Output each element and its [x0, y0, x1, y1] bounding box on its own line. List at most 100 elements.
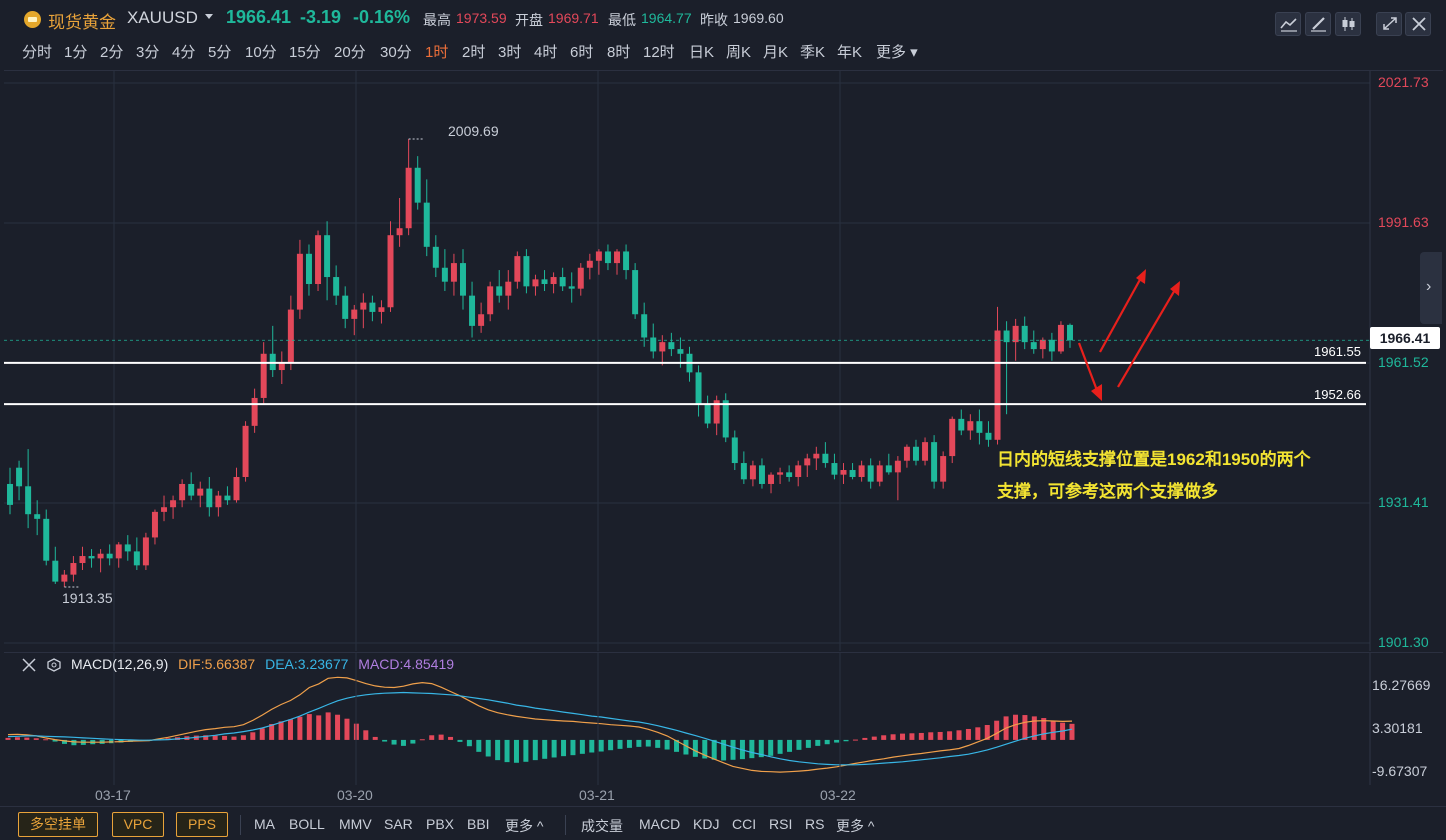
period-3[interactable]: 3分: [136, 44, 160, 61]
macd-bar: [843, 739, 849, 742]
indicator-bbi[interactable]: BBI: [467, 816, 490, 832]
macd-bar: [815, 739, 821, 746]
period-15[interactable]: 8时: [607, 44, 631, 61]
candle: [106, 544, 113, 566]
candle: [894, 456, 901, 501]
indicator-boll[interactable]: BOLL: [289, 816, 325, 832]
macd-bar: [1031, 716, 1037, 740]
candle: [450, 253, 457, 296]
candle-style-button[interactable]: [1335, 12, 1361, 36]
candle-body: [469, 295, 476, 326]
quote-header: 现货黄金 XAUUSD 1966.41 -3.19 -0.16% 最高 1973…: [0, 0, 1446, 38]
long-short-orders-button[interactable]: 多空挂单: [18, 812, 98, 837]
sub-indicator-3[interactable]: CCI: [732, 816, 757, 832]
candle: [52, 546, 59, 584]
macd-bar: [655, 739, 661, 748]
close-indicator-icon[interactable]: [22, 658, 36, 672]
settings-hexagon-icon[interactable]: [47, 658, 61, 672]
candle: [206, 476, 213, 517]
candle: [188, 472, 195, 501]
candle-body: [88, 556, 95, 559]
line-chart-button[interactable]: [1275, 12, 1301, 36]
indicator-ma[interactable]: MA: [254, 816, 275, 832]
macd-dif-value: DIF:5.66387: [178, 656, 256, 672]
sub-indicator-2[interactable]: KDJ: [693, 816, 720, 832]
sub-indicator-4[interactable]: RSI: [769, 816, 793, 832]
period-20[interactable]: 季K: [800, 44, 826, 61]
symbol-dropdown-icon[interactable]: [205, 14, 213, 19]
macd-bar: [589, 739, 595, 753]
pps-button[interactable]: PPS: [176, 812, 228, 837]
side-panel-toggle[interactable]: ›: [1420, 252, 1442, 324]
macd-bar: [937, 731, 943, 740]
macd-bar: [240, 735, 246, 740]
more-sub-indicators[interactable]: 更多 ^: [836, 818, 875, 834]
candle: [695, 365, 702, 417]
candle-body: [151, 511, 158, 538]
line-chart-icon: [1280, 18, 1297, 32]
sub-indicator-5[interactable]: RS: [805, 816, 825, 832]
period-8[interactable]: 20分: [334, 44, 366, 61]
period-21[interactable]: 年K: [837, 44, 863, 61]
indicator-sar[interactable]: SAR: [384, 816, 413, 832]
candle: [151, 509, 158, 545]
period-14[interactable]: 6时: [570, 44, 594, 61]
candle: [224, 486, 231, 505]
vpc-button[interactable]: VPC: [112, 812, 164, 837]
macd-bar: [645, 739, 651, 747]
candle: [1030, 330, 1037, 354]
period-13[interactable]: 4时: [534, 44, 558, 61]
period-5[interactable]: 5分: [208, 44, 232, 61]
candle-body: [305, 253, 312, 285]
macd-axis-label: 16.27669: [1372, 676, 1431, 693]
candle-body: [604, 251, 611, 264]
period-10[interactable]: 1时: [425, 44, 449, 61]
period-1[interactable]: 1分: [64, 44, 88, 61]
period-19[interactable]: 月K: [763, 44, 789, 61]
candle: [460, 249, 466, 310]
period-11[interactable]: 2时: [462, 44, 486, 61]
candle: [740, 451, 747, 484]
analysis-annotation: 日内的短线支撑位置是1962和1950的两个 支撑，可参考这两个支撑做多: [997, 444, 1377, 508]
macd-bar: [335, 714, 341, 740]
candle: [269, 325, 276, 378]
period-18[interactable]: 周K: [726, 44, 752, 61]
indicator-mmv[interactable]: MMV: [339, 816, 372, 832]
candle-body: [61, 574, 68, 582]
period-12[interactable]: 3时: [498, 44, 522, 61]
symbol-code[interactable]: XAUUSD: [127, 8, 198, 27]
gold-symbol-icon: [24, 11, 41, 28]
fullscreen-button[interactable]: [1376, 12, 1402, 36]
macd-bar: [598, 739, 604, 752]
indicator-pbx[interactable]: PBX: [426, 816, 455, 832]
close-button[interactable]: [1405, 12, 1431, 36]
period-9[interactable]: 30分: [380, 44, 412, 61]
candle: [876, 460, 883, 487]
more-main-indicators[interactable]: 更多 ^: [505, 818, 544, 834]
candle: [559, 267, 566, 291]
period-2[interactable]: 2分: [100, 44, 124, 61]
sub-indicator-1[interactable]: MACD: [639, 816, 681, 832]
candle-body: [931, 442, 938, 482]
draw-tool-button[interactable]: [1305, 12, 1331, 36]
sub-indicator-0[interactable]: 成交量: [581, 818, 623, 834]
candle: [713, 395, 720, 436]
period-4[interactable]: 4分: [172, 44, 196, 61]
period-7[interactable]: 15分: [289, 44, 321, 61]
macd-bar: [438, 734, 444, 740]
candle-body: [523, 256, 530, 287]
period-6[interactable]: 10分: [245, 44, 277, 61]
macd-panel[interactable]: [4, 652, 1443, 785]
candle: [940, 451, 947, 489]
period-17[interactable]: 日K: [689, 44, 715, 61]
period-22[interactable]: 更多 ▾: [876, 44, 918, 61]
candle-body: [360, 302, 367, 310]
price-chart-panel[interactable]: [4, 70, 1443, 651]
period-16[interactable]: 12时: [643, 44, 675, 61]
candlestick-chart[interactable]: [4, 71, 1443, 651]
symbol-name[interactable]: 现货黄金: [48, 13, 116, 32]
pencil-icon: [1311, 17, 1326, 32]
macd-chart[interactable]: [4, 653, 1443, 785]
period-0[interactable]: 分时: [22, 44, 53, 61]
candle-body: [133, 551, 140, 566]
